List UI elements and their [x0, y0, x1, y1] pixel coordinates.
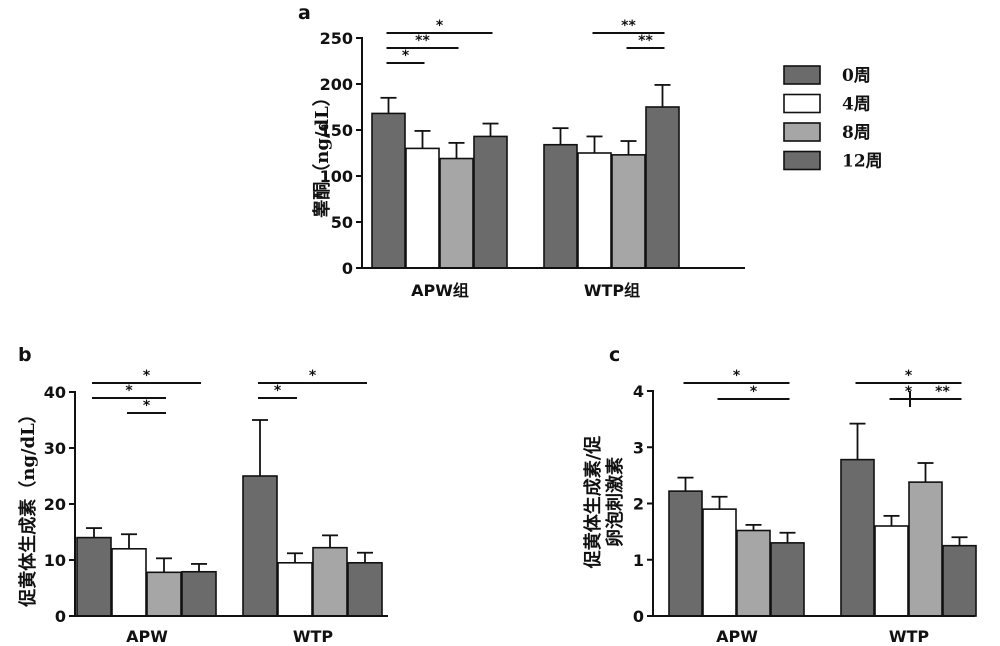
y-axis-label-b: 促黄体生成素（ng/dL） — [17, 405, 39, 608]
y-tick-label-b-2: 20 — [44, 495, 66, 514]
significance-label-a-0: * — [436, 18, 444, 34]
significance-label-c-2: * — [905, 368, 913, 384]
bar-a-g0-s2 — [440, 159, 473, 268]
legend-swatch-0 — [784, 66, 820, 84]
y-tick-label-c-2: 2 — [633, 495, 644, 514]
chart-b-lh: b 0 10 20 30 40 APW WTP 促黄体生成素（ng/dL） * * * * * — [17, 344, 388, 646]
chart-c-lh-fsh-ratio: c01234APWWTP促黄体生成素/促卵泡刺激素****** — [582, 344, 976, 646]
significance-label-b-4: * — [274, 383, 282, 399]
bar-c-g1-s2 — [909, 482, 942, 616]
category-label-b-0: APW — [126, 627, 168, 646]
bar-a-g0-s0 — [372, 113, 405, 268]
y-tick-label-c-3: 3 — [633, 438, 644, 457]
y-tick-label-b-4: 40 — [44, 383, 66, 402]
significance-label-c-0: * — [733, 368, 741, 384]
significance-label-c-1: * — [750, 384, 758, 400]
bar-b-g1-s3 — [348, 563, 382, 616]
legend-label-2: 8周 — [842, 123, 871, 143]
bar-c-g0-s2 — [737, 531, 770, 617]
bar-b-g0-s0 — [77, 538, 111, 616]
significance-label-b-3: * — [309, 368, 317, 384]
category-label-c-0: APW — [716, 627, 758, 646]
y-axis-label-line2-c: 卵泡刺激素 — [604, 457, 626, 547]
category-label-a-1: WTP组 — [584, 281, 640, 300]
bar-c-g1-s0 — [841, 460, 874, 616]
panel-label-a: a — [298, 2, 311, 24]
legend: 0周 4周 8周 12周 — [784, 66, 883, 172]
y-tick-label-c-4: 4 — [633, 382, 644, 401]
y-tick-label-a-1: 50 — [331, 213, 353, 232]
bar-b-g1-s0 — [243, 476, 277, 616]
significance-label-b-2: * — [143, 398, 151, 414]
category-label-c-1: WTP — [889, 627, 930, 646]
bar-a-g1-s1 — [578, 153, 611, 268]
category-label-b-1: WTP — [293, 627, 334, 646]
y-tick-label-b-0: 0 — [55, 607, 66, 626]
y-tick-label-b-3: 30 — [44, 439, 66, 458]
significance-label-a-4: ** — [638, 33, 653, 49]
y-axis-label-line1-c: 促黄体生成素/促 — [582, 435, 604, 570]
panel-label-b: b — [18, 344, 32, 366]
y-axis-label-c: 促黄体生成素/促卵泡刺激素 — [582, 435, 626, 570]
bar-a-g1-s2 — [612, 155, 645, 268]
legend-label-1: 4周 — [842, 95, 871, 115]
y-axis-label-a: 睾酮（ng/dL） — [311, 88, 333, 218]
bar-c-g0-s0 — [669, 491, 702, 616]
y-tick-label-a-5: 250 — [320, 29, 353, 48]
y-tick-label-c-1: 1 — [633, 551, 644, 570]
legend-label-0: 0周 — [842, 66, 871, 86]
significance-label-c-3: * — [905, 384, 913, 400]
y-tick-label-a-0: 0 — [342, 259, 353, 278]
significance-label-a-1: ** — [415, 33, 430, 49]
bar-c-g0-s3 — [771, 543, 804, 616]
bar-a-g0-s1 — [406, 148, 439, 268]
bar-c-g1-s1 — [875, 526, 908, 616]
bar-b-g1-s2 — [313, 548, 347, 616]
bar-b-g0-s3 — [182, 572, 216, 616]
legend-label-3: 12周 — [842, 152, 883, 172]
y-tick-label-c-0: 0 — [633, 607, 644, 626]
bar-c-g0-s1 — [703, 509, 736, 616]
bar-a-g1-s3 — [646, 107, 679, 268]
bar-b-g0-s2 — [147, 572, 181, 616]
significance-label-b-1: * — [125, 383, 133, 399]
bar-c-g1-s3 — [943, 546, 976, 616]
significance-label-a-3: ** — [621, 18, 636, 34]
legend-swatch-3 — [784, 152, 820, 170]
legend-swatch-2 — [784, 123, 820, 141]
y-tick-label-b-1: 10 — [44, 551, 66, 570]
significance-label-a-2: * — [402, 48, 410, 64]
category-label-a-0: APW组 — [411, 281, 469, 300]
bar-a-g1-s0 — [544, 145, 577, 268]
bar-b-g0-s1 — [112, 549, 146, 616]
significance-label-c-4: ** — [935, 384, 950, 400]
chart-a-testosterone: a050100150200250APW组WTP组睾酮（ng/dL）*******… — [298, 2, 745, 300]
legend-swatch-1 — [784, 95, 820, 113]
significance-label-b-0: * — [143, 368, 151, 384]
bar-a-g0-s3 — [474, 136, 507, 268]
panel-label-c: c — [609, 344, 620, 366]
bar-b-g1-s1 — [278, 563, 312, 616]
